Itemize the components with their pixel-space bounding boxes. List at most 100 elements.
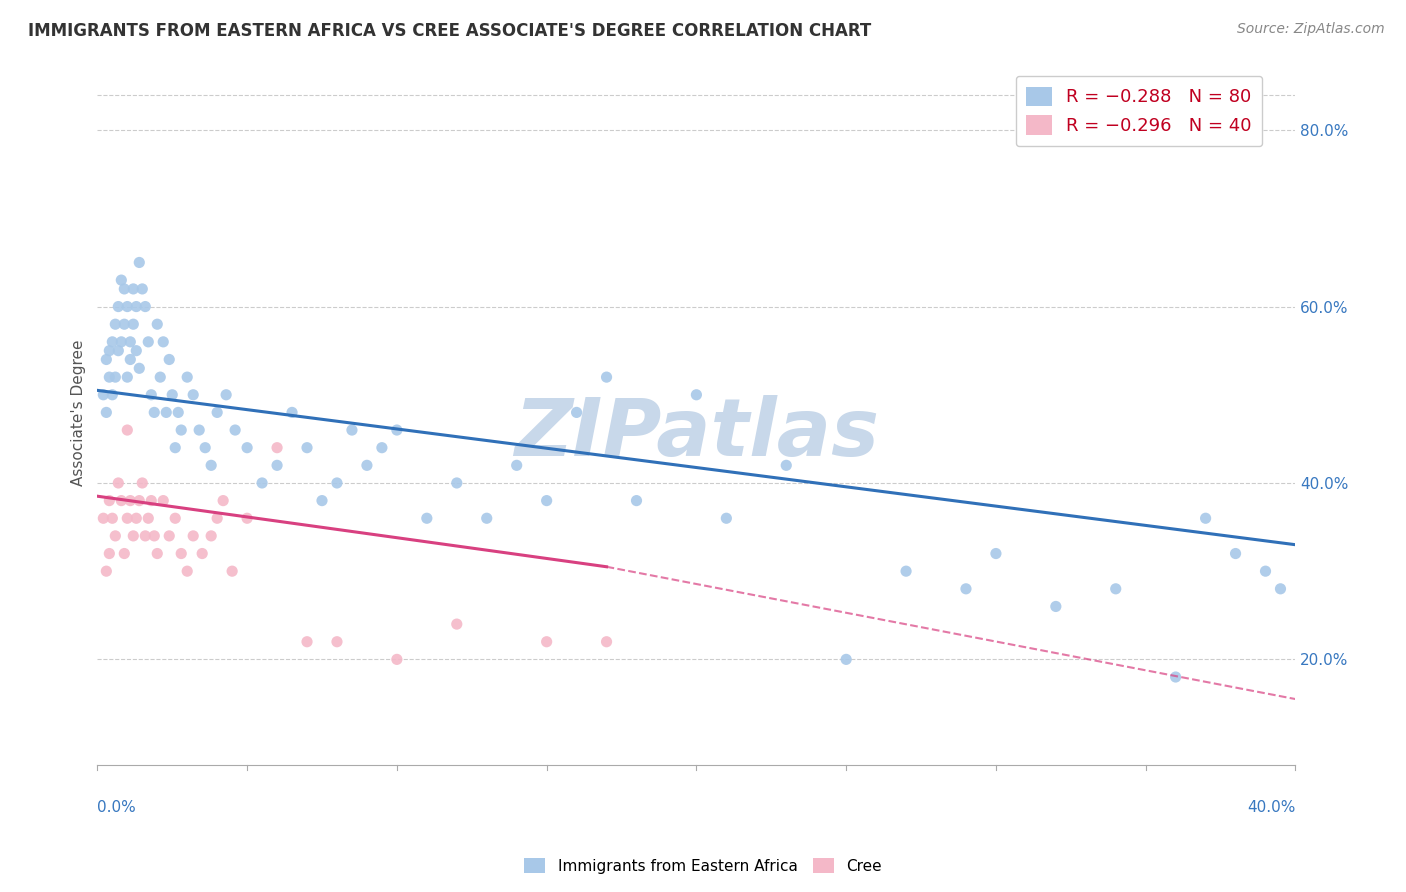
Point	[212, 493, 235, 508]
Point	[101, 388, 124, 402]
Point	[385, 652, 408, 666]
Point	[200, 458, 222, 473]
Point	[356, 458, 378, 473]
Point	[104, 370, 127, 384]
Text: ZIPatlas: ZIPatlas	[515, 394, 879, 473]
Point	[143, 405, 166, 419]
Point	[1164, 670, 1187, 684]
Point	[236, 511, 259, 525]
Point	[101, 334, 124, 349]
Point	[149, 370, 172, 384]
Point	[984, 547, 1007, 561]
Point	[775, 458, 797, 473]
Point	[416, 511, 439, 525]
Point	[152, 493, 174, 508]
Point	[125, 511, 148, 525]
Point	[194, 441, 217, 455]
Point	[191, 547, 214, 561]
Point	[446, 617, 468, 632]
Point	[295, 634, 318, 648]
Point	[475, 511, 498, 525]
Point	[125, 300, 148, 314]
Point	[505, 458, 527, 473]
Point	[98, 493, 121, 508]
Point	[446, 475, 468, 490]
Point	[170, 547, 193, 561]
Point	[281, 405, 304, 419]
Point	[205, 511, 228, 525]
Point	[685, 388, 707, 402]
Point	[565, 405, 588, 419]
Point	[224, 423, 246, 437]
Point	[1194, 511, 1216, 525]
Point	[136, 511, 159, 525]
Point	[96, 564, 118, 578]
Point	[167, 405, 190, 419]
Point	[155, 405, 177, 419]
Point	[107, 343, 129, 358]
Point	[205, 405, 228, 419]
Legend: R = −0.288   N = 80, R = −0.296   N = 40: R = −0.288 N = 80, R = −0.296 N = 40	[1015, 76, 1263, 146]
Point	[107, 475, 129, 490]
Point	[160, 388, 183, 402]
Point	[215, 388, 238, 402]
Point	[120, 493, 142, 508]
Point	[104, 317, 127, 331]
Point	[371, 441, 394, 455]
Point	[110, 493, 132, 508]
Point	[326, 634, 349, 648]
Point	[131, 475, 153, 490]
Legend: Immigrants from Eastern Africa, Cree: Immigrants from Eastern Africa, Cree	[517, 852, 889, 880]
Point	[536, 493, 558, 508]
Point	[176, 564, 198, 578]
Point	[340, 423, 363, 437]
Point	[165, 511, 187, 525]
Point	[311, 493, 333, 508]
Point	[134, 529, 156, 543]
Point	[112, 317, 135, 331]
Point	[122, 282, 145, 296]
Point	[236, 441, 259, 455]
Point	[112, 547, 135, 561]
Point	[125, 343, 148, 358]
Point	[157, 529, 180, 543]
Text: Source: ZipAtlas.com: Source: ZipAtlas.com	[1237, 22, 1385, 37]
Point	[146, 547, 169, 561]
Point	[146, 317, 169, 331]
Point	[385, 423, 408, 437]
Point	[536, 634, 558, 648]
Point	[143, 529, 166, 543]
Point	[128, 493, 150, 508]
Point	[170, 423, 193, 437]
Point	[141, 388, 163, 402]
Point	[266, 458, 288, 473]
Point	[835, 652, 858, 666]
Point	[1270, 582, 1292, 596]
Point	[93, 388, 115, 402]
Point	[104, 529, 127, 543]
Point	[101, 511, 124, 525]
Point	[595, 370, 617, 384]
Point	[117, 511, 139, 525]
Point	[107, 300, 129, 314]
Point	[295, 441, 318, 455]
Point	[131, 282, 153, 296]
Point	[266, 441, 288, 455]
Point	[176, 370, 198, 384]
Point	[96, 352, 118, 367]
Point	[188, 423, 211, 437]
Point	[626, 493, 648, 508]
Point	[157, 352, 180, 367]
Point	[1225, 547, 1247, 561]
Point	[141, 493, 163, 508]
Point	[136, 334, 159, 349]
Point	[152, 334, 174, 349]
Point	[98, 343, 121, 358]
Point	[96, 405, 118, 419]
Point	[120, 352, 142, 367]
Point	[1105, 582, 1128, 596]
Point	[1045, 599, 1067, 614]
Point	[98, 547, 121, 561]
Point	[250, 475, 273, 490]
Point	[894, 564, 917, 578]
